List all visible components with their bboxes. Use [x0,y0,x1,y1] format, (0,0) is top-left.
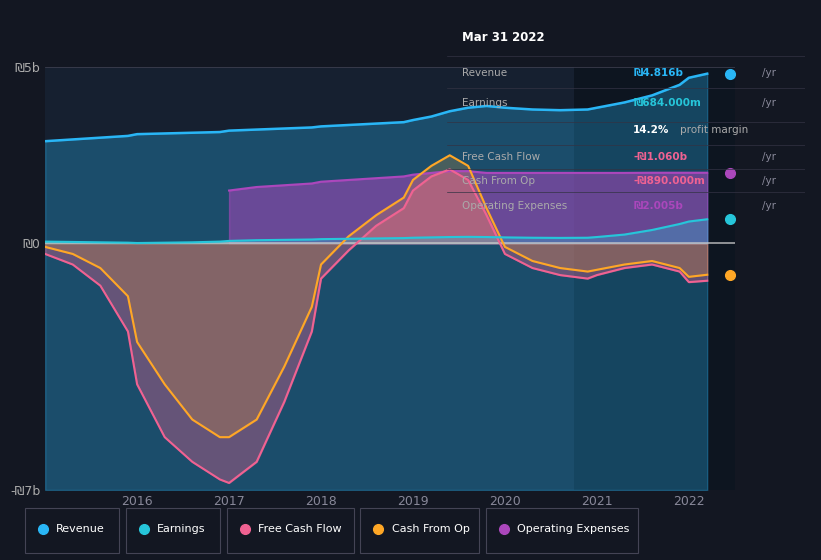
Text: Free Cash Flow: Free Cash Flow [258,524,342,534]
Text: Free Cash Flow: Free Cash Flow [461,152,540,161]
Text: /yr: /yr [762,176,776,186]
Text: Earnings: Earnings [157,524,205,534]
Text: Revenue: Revenue [56,524,104,534]
Bar [574,67,735,490]
Text: /yr: /yr [762,200,776,211]
Text: ₪4.816b: ₪4.816b [633,68,683,78]
Text: Revenue: Revenue [461,68,507,78]
Text: Operating Expenses: Operating Expenses [517,524,630,534]
Text: 14.2%: 14.2% [633,125,670,135]
Text: /yr: /yr [762,68,776,78]
Text: -₪890.000m: -₪890.000m [633,176,705,186]
Text: profit margin: profit margin [680,125,748,135]
Text: /yr: /yr [762,99,776,109]
Text: ₪684.000m: ₪684.000m [633,99,701,109]
Text: /yr: /yr [762,152,776,161]
Text: -₪1.060b: -₪1.060b [633,152,687,161]
Text: ₪2.005b: ₪2.005b [633,200,683,211]
Text: Operating Expenses: Operating Expenses [461,200,567,211]
Text: Earnings: Earnings [461,99,507,109]
Text: Mar 31 2022: Mar 31 2022 [461,31,544,44]
Text: Cash From Op: Cash From Op [392,524,470,534]
Text: Cash From Op: Cash From Op [461,176,534,186]
